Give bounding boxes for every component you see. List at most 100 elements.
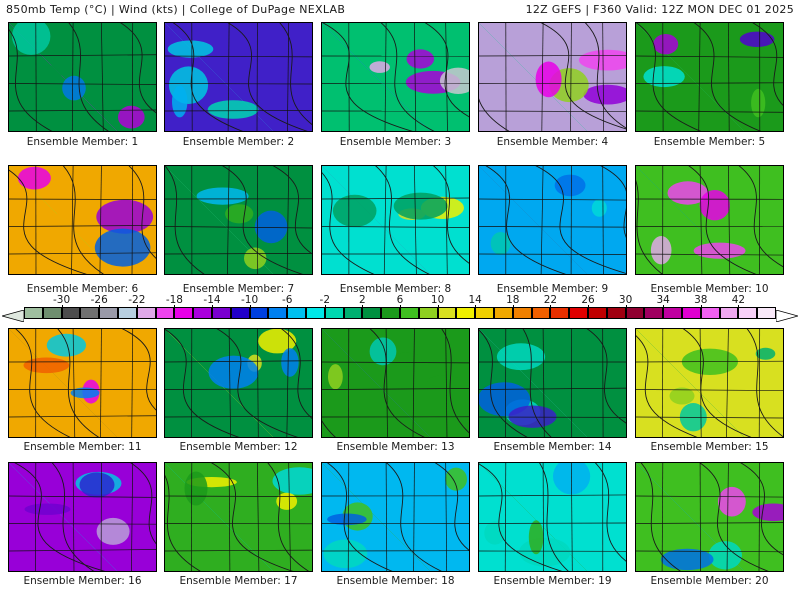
colorbar-tick-mark <box>287 305 289 308</box>
colorbar-tick-label: 14 <box>468 294 482 306</box>
colorbar-swatch <box>99 307 118 319</box>
colorbar-swatch <box>343 307 363 319</box>
colorbar-tick-label: 18 <box>506 294 520 306</box>
ensemble-panel-8[interactable] <box>321 165 470 275</box>
colorbar-swatch <box>550 307 570 319</box>
colorbar-tick-label: 10 <box>430 294 445 306</box>
ensemble-panel-2[interactable] <box>164 22 313 132</box>
panel-map-20 <box>636 463 783 571</box>
ensemble-panel-9[interactable] <box>478 165 627 275</box>
ensemble-panel-3[interactable] <box>321 22 470 132</box>
header-left-text: 850mb Temp (°C) | Wind (kts) | College o… <box>6 3 346 16</box>
ensemble-panel-16[interactable] <box>8 462 157 572</box>
ensemble-panel-7[interactable] <box>164 165 313 275</box>
ensemble-panel-12[interactable] <box>164 328 313 438</box>
panel-label-1: Ensemble Member: 1 <box>26 136 139 148</box>
panel-label-15: Ensemble Member: 15 <box>650 441 769 453</box>
temperature-colorbar: -30 -26 -22 -18 -14 -10 -6 -2 2 6 10 14 18 22 26 30 34 38… <box>0 294 800 324</box>
panel-map-18 <box>322 463 469 571</box>
colorbar-tick-label: 22 <box>543 294 558 306</box>
colorbar-swatch <box>306 307 325 319</box>
colorbar-swatches <box>0 307 800 323</box>
ensemble-panel-10[interactable] <box>635 165 784 275</box>
ensemble-panel-20[interactable] <box>635 462 784 572</box>
ensemble-panel-13[interactable] <box>321 328 470 438</box>
ensemble-panel-17[interactable] <box>164 462 313 572</box>
panel-label-2: Ensemble Member: 2 <box>182 136 295 148</box>
panel-map-15 <box>636 329 783 437</box>
panel-map-1 <box>9 23 156 131</box>
panel-label-3: Ensemble Member: 3 <box>339 136 452 148</box>
panel-map-12 <box>165 329 312 437</box>
panel-map-7 <box>165 166 312 274</box>
colorbar-left-arrow <box>0 307 25 323</box>
panel-map-16 <box>9 463 156 571</box>
colorbar-tick-mark <box>212 305 213 308</box>
colorbar-swatch <box>249 307 269 319</box>
ensemble-panel-4[interactable] <box>478 22 627 132</box>
colorbar-swatch <box>136 307 156 319</box>
ensemble-panel-18[interactable] <box>321 462 470 572</box>
colorbar-tick-mark <box>588 305 589 308</box>
ensemble-panel-15[interactable] <box>635 328 784 438</box>
panel-map-13 <box>322 329 469 437</box>
colorbar-swatch <box>682 307 701 319</box>
colorbar-tick-mark <box>362 305 364 308</box>
colorbar-tick-label: -26 <box>90 294 108 306</box>
colorbar-tick-label: -22 <box>128 294 146 306</box>
colorbar-tick-mark <box>550 305 552 308</box>
panel-label-20: Ensemble Member: 20 <box>650 575 769 587</box>
ensemble-panel-6[interactable] <box>8 165 157 275</box>
colorbar-swatch <box>80 307 100 319</box>
colorbar-right-arrow <box>775 307 800 323</box>
colorbar-tick-label: -10 <box>241 294 259 306</box>
ensemble-panel-5[interactable] <box>635 22 784 132</box>
colorbar-swatch <box>230 307 250 319</box>
colorbar-swatch <box>606 307 626 319</box>
panel-map-8 <box>322 166 469 274</box>
panel-map-19 <box>479 463 626 571</box>
panel-label-13: Ensemble Member: 13 <box>336 441 455 453</box>
colorbar-swatch <box>61 307 81 319</box>
colorbar-swatch <box>24 307 43 319</box>
colorbar-swatch <box>644 307 664 319</box>
colorbar-swatch <box>757 307 776 319</box>
colorbar-swatch <box>400 307 419 319</box>
panel-map-10 <box>636 166 783 274</box>
ensemble-panel-11[interactable] <box>8 328 157 438</box>
colorbar-tick-mark <box>174 305 176 308</box>
colorbar-swatch <box>268 307 288 319</box>
panel-map-6 <box>9 166 156 274</box>
panel-label-16: Ensemble Member: 16 <box>23 575 142 587</box>
colorbar-tick-label: -6 <box>281 294 293 306</box>
panel-label-6: Ensemble Member: 6 <box>26 283 139 295</box>
colorbar-tick-mark <box>512 305 514 308</box>
colorbar-swatch <box>700 307 720 319</box>
panel-label-7: Ensemble Member: 7 <box>182 283 295 295</box>
ensemble-panel-1[interactable] <box>8 22 157 132</box>
panel-map-17 <box>165 463 312 571</box>
header-right-text: 12Z GEFS | F360 Valid: 12Z MON DEC 01 20… <box>525 3 794 16</box>
header-bar: 850mb Temp (°C) | Wind (kts) | College o… <box>0 0 800 20</box>
panel-map-14 <box>479 329 626 437</box>
colorbar-tick-mark <box>625 305 627 308</box>
colorbar-swatch <box>588 307 607 319</box>
colorbar-tick-labels: -30 -26 -22 -18 -14 -10 -6 -2 2 6 10 14 18 22 26 30 34 38… <box>0 294 800 308</box>
colorbar-tick-label: 30 <box>618 294 633 306</box>
panel-label-11: Ensemble Member: 11 <box>23 441 142 453</box>
colorbar-tick-mark <box>61 305 63 308</box>
colorbar-tick-label: -14 <box>203 294 221 306</box>
colorbar-tick-mark <box>136 305 138 308</box>
ensemble-panel-14[interactable] <box>478 328 627 438</box>
panel-label-14: Ensemble Member: 14 <box>493 441 612 453</box>
colorbar-tick-label: 6 <box>396 294 404 306</box>
colorbar-swatch <box>381 307 400 319</box>
colorbar-swatch <box>437 307 457 319</box>
colorbar-swatch <box>663 307 682 319</box>
panel-map-11 <box>9 329 156 437</box>
panel-label-19: Ensemble Member: 19 <box>493 575 612 587</box>
colorbar-tick-mark <box>437 305 439 308</box>
ensemble-panel-19[interactable] <box>478 462 627 572</box>
colorbar-tick-label: 42 <box>731 294 746 306</box>
panel-map-9 <box>479 166 626 274</box>
